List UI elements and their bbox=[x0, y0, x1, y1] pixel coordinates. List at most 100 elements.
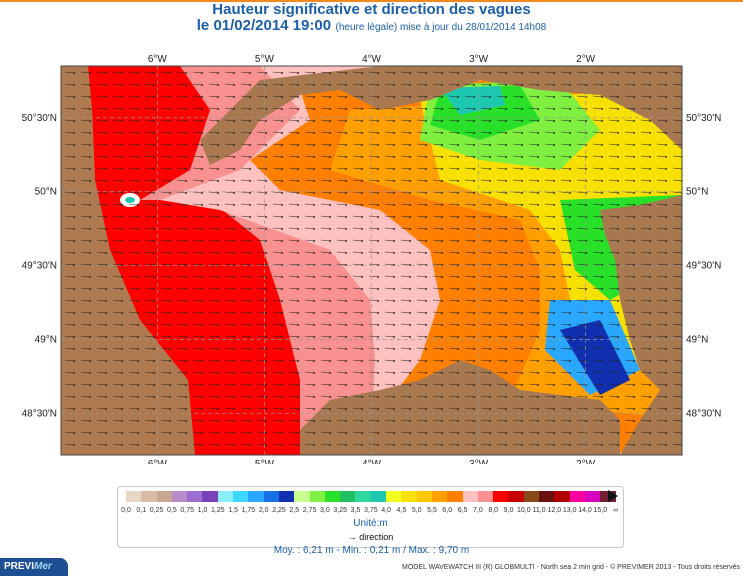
direction-arrow bbox=[448, 71, 460, 75]
direction-arrow bbox=[80, 371, 92, 375]
direction-arrow bbox=[256, 371, 268, 375]
direction-arrow bbox=[640, 107, 652, 111]
direction-arrow bbox=[352, 299, 364, 303]
direction-arrow bbox=[512, 383, 524, 387]
scale-tick-label: 0,1 bbox=[136, 507, 147, 514]
previmer-logo[interactable]: PREVIMer bbox=[0, 558, 68, 576]
direction-arrow bbox=[160, 323, 172, 327]
direction-arrow bbox=[128, 143, 140, 147]
direction-arrow bbox=[640, 263, 652, 267]
direction-arrow bbox=[192, 155, 204, 159]
direction-arrow bbox=[464, 131, 476, 135]
direction-arrow bbox=[432, 359, 444, 363]
direction-arrow bbox=[64, 131, 76, 135]
color-swatch bbox=[386, 491, 402, 502]
direction-arrow bbox=[144, 371, 156, 375]
direction-arrow bbox=[480, 167, 492, 171]
direction-arrow bbox=[352, 227, 364, 231]
direction-arrow bbox=[208, 71, 220, 75]
direction-arrow bbox=[400, 239, 412, 243]
direction-arrow bbox=[192, 95, 204, 99]
direction-arrow bbox=[80, 299, 92, 303]
direction-arrow bbox=[192, 143, 204, 147]
direction-arrow bbox=[432, 203, 444, 207]
direction-arrow bbox=[144, 119, 156, 123]
direction-arrow bbox=[672, 239, 682, 243]
direction-arrow bbox=[560, 143, 572, 147]
direction-arrow bbox=[272, 251, 284, 255]
direction-arrow bbox=[496, 107, 508, 111]
direction-arrow bbox=[656, 119, 668, 123]
direction-legend: → direction bbox=[347, 532, 394, 542]
direction-arrow bbox=[64, 155, 76, 159]
wave-height-map[interactable]: 6°W 6°W 5°W 5°W 4°W 4°W 3°W 3°W 2°W 2°W 50°30'N 50… bbox=[0, 44, 743, 464]
england-coast bbox=[200, 66, 682, 165]
direction-arrow bbox=[480, 95, 492, 99]
direction-arrow bbox=[96, 167, 108, 171]
color-swatch bbox=[294, 491, 310, 502]
direction-arrow bbox=[96, 143, 108, 147]
direction-arrow bbox=[176, 383, 188, 387]
direction-arrow bbox=[560, 383, 572, 387]
direction-arrow bbox=[112, 83, 124, 87]
direction-arrow bbox=[592, 167, 604, 171]
direction-arrow bbox=[624, 335, 636, 339]
direction-arrow bbox=[336, 119, 348, 123]
direction-arrow bbox=[560, 371, 572, 375]
direction-arrow bbox=[224, 335, 236, 339]
scale-tick-label: 9,0 bbox=[503, 507, 514, 514]
direction-arrow bbox=[592, 371, 604, 375]
direction-arrow bbox=[480, 203, 492, 207]
direction-arrow bbox=[640, 275, 652, 279]
direction-arrow bbox=[512, 371, 524, 375]
direction-arrow bbox=[432, 383, 444, 387]
direction-arrow bbox=[240, 71, 252, 75]
direction-arrow bbox=[496, 119, 508, 123]
direction-arrow bbox=[528, 299, 540, 303]
direction-arrow bbox=[560, 359, 572, 363]
direction-arrow bbox=[640, 347, 652, 351]
direction-arrow bbox=[208, 143, 220, 147]
direction-arrow bbox=[432, 215, 444, 219]
direction-arrow bbox=[416, 203, 428, 207]
direction-arrow bbox=[560, 131, 572, 135]
direction-arrow bbox=[624, 275, 636, 279]
direction-arrow bbox=[336, 359, 348, 363]
direction-arrow bbox=[656, 275, 668, 279]
direction-arrow bbox=[240, 263, 252, 267]
direction-arrow bbox=[528, 215, 540, 219]
direction-arrow bbox=[496, 227, 508, 231]
direction-arrow bbox=[464, 227, 476, 231]
longitude-label: 2°W bbox=[576, 459, 596, 464]
direction-arrow bbox=[336, 155, 348, 159]
direction-arrow bbox=[368, 383, 380, 387]
direction-arrow bbox=[160, 383, 172, 387]
direction-arrow bbox=[560, 95, 572, 99]
longitude-label: 4°W bbox=[362, 459, 382, 464]
direction-arrow bbox=[320, 119, 332, 123]
direction-arrow bbox=[336, 179, 348, 183]
direction-arrow bbox=[160, 155, 172, 159]
scale-tick-label: 1,0 bbox=[197, 507, 208, 514]
direction-arrow bbox=[304, 275, 316, 279]
update-info: (heure légale) mise à jour du 28/01/2014… bbox=[335, 22, 547, 33]
direction-arrow bbox=[512, 143, 524, 147]
direction-arrow bbox=[400, 143, 412, 147]
color-scale-legend: 0,0 0,1 0,25 0,5 0,75 1,0 1,25 1,5 1,75 2,0 2,25 2,… bbox=[117, 486, 624, 548]
direction-arrow bbox=[592, 155, 604, 159]
direction-arrow bbox=[608, 107, 620, 111]
direction-arrow bbox=[480, 239, 492, 243]
color-swatch bbox=[217, 491, 234, 502]
scale-tick-label: 6,0 bbox=[442, 507, 453, 514]
direction-arrow bbox=[64, 251, 76, 255]
direction-arrow bbox=[624, 287, 636, 291]
direction-arrow bbox=[368, 311, 380, 315]
direction-arrow bbox=[368, 155, 380, 159]
direction-arrow bbox=[592, 275, 604, 279]
direction-arrow bbox=[496, 215, 508, 219]
direction-arrow bbox=[288, 383, 300, 387]
direction-arrow bbox=[672, 275, 682, 279]
direction-arrow bbox=[192, 239, 204, 243]
direction-arrow bbox=[336, 191, 348, 195]
direction-arrow bbox=[512, 95, 524, 99]
